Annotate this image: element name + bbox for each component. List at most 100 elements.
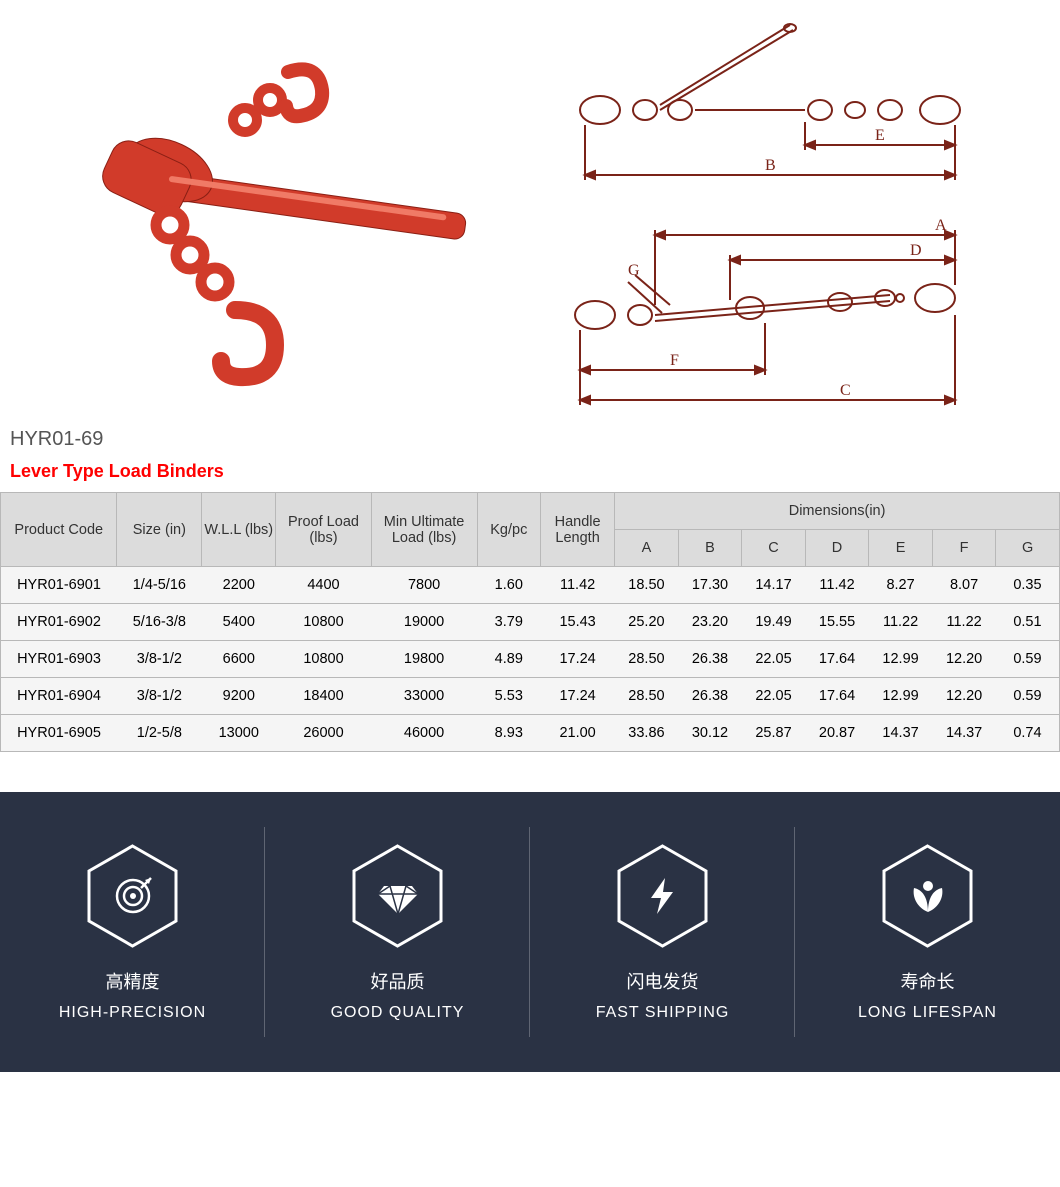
top-section: E B bbox=[0, 0, 1060, 420]
cell: 14.37 bbox=[932, 715, 996, 752]
cell: 0.74 bbox=[996, 715, 1060, 752]
product-photo bbox=[20, 10, 500, 420]
cell: 30.12 bbox=[678, 715, 742, 752]
dim-label-C: C bbox=[840, 382, 851, 399]
cell: 46000 bbox=[371, 715, 477, 752]
cell: 8.93 bbox=[477, 715, 541, 752]
feature-target: 高精度 HIGH-PRECISION bbox=[0, 792, 265, 1072]
cell: 11.42 bbox=[805, 567, 869, 604]
col-kgpc: Kg/pc bbox=[477, 493, 541, 567]
cell: 1.60 bbox=[477, 567, 541, 604]
diagram-open: E B bbox=[540, 10, 1010, 200]
cell: 21.00 bbox=[541, 715, 615, 752]
cell: 14.37 bbox=[869, 715, 933, 752]
table-row: HYR01-69043/8-1/2920018400330005.5317.24… bbox=[1, 678, 1060, 715]
cell: 17.24 bbox=[541, 641, 615, 678]
feature-title-en: GOOD QUALITY bbox=[331, 1004, 465, 1022]
cell: 0.59 bbox=[996, 678, 1060, 715]
feature-title-cn: 寿命长 bbox=[901, 968, 955, 994]
cell: 23.20 bbox=[678, 604, 742, 641]
cell: 9200 bbox=[202, 678, 276, 715]
cell: 12.99 bbox=[869, 641, 933, 678]
cell: 11.22 bbox=[869, 604, 933, 641]
cell: 25.20 bbox=[615, 604, 679, 641]
cell: 1/4-5/16 bbox=[117, 567, 202, 604]
cell: 25.87 bbox=[742, 715, 806, 752]
cell: 7800 bbox=[371, 567, 477, 604]
spec-table: Product Code Size (in) W.L.L (lbs) Proof… bbox=[0, 492, 1060, 752]
cell: 6600 bbox=[202, 641, 276, 678]
spec-table-body: HYR01-69011/4-5/162200440078001.6011.421… bbox=[1, 567, 1060, 752]
cell: 17.24 bbox=[541, 678, 615, 715]
cell: HYR01-6904 bbox=[1, 678, 117, 715]
cell: 5/16-3/8 bbox=[117, 604, 202, 641]
table-row: HYR01-69051/2-5/81300026000460008.9321.0… bbox=[1, 715, 1060, 752]
dim-label-F: F bbox=[670, 352, 679, 369]
cell: 11.22 bbox=[932, 604, 996, 641]
cell: 8.07 bbox=[932, 567, 996, 604]
cell: 19.49 bbox=[742, 604, 806, 641]
sprout-icon bbox=[880, 842, 975, 950]
feature-title-cn: 闪电发货 bbox=[627, 968, 699, 994]
cell: HYR01-6905 bbox=[1, 715, 117, 752]
feature-title-en: FAST SHIPPING bbox=[596, 1004, 730, 1022]
cell: 18400 bbox=[276, 678, 371, 715]
dim-label-B: B bbox=[765, 157, 776, 174]
cell: 26.38 bbox=[678, 641, 742, 678]
cell: 33.86 bbox=[615, 715, 679, 752]
dim-label-D: D bbox=[910, 242, 922, 259]
product-title: Lever Type Load Binders bbox=[0, 457, 1060, 492]
load-binder-illustration bbox=[20, 20, 500, 420]
table-row: HYR01-69033/8-1/2660010800198004.8917.24… bbox=[1, 641, 1060, 678]
features-strip: 高精度 HIGH-PRECISION 好品质 GOOD QUALITY 闪电发货 FAST… bbox=[0, 792, 1060, 1072]
col-dim-F: F bbox=[932, 530, 996, 567]
feature-bolt: 闪电发货 FAST SHIPPING bbox=[530, 792, 795, 1072]
cell: 1/2-5/8 bbox=[117, 715, 202, 752]
dim-label-A: A bbox=[935, 217, 947, 234]
col-dimensions: Dimensions(in) bbox=[615, 493, 1060, 530]
cell: 11.42 bbox=[541, 567, 615, 604]
cell: 18.50 bbox=[615, 567, 679, 604]
cell: 12.20 bbox=[932, 678, 996, 715]
feature-title-cn: 高精度 bbox=[106, 968, 160, 994]
cell: 4.89 bbox=[477, 641, 541, 678]
cell: 4400 bbox=[276, 567, 371, 604]
table-row: HYR01-69025/16-3/8540010800190003.7915.4… bbox=[1, 604, 1060, 641]
feature-sprout: 寿命长LONG LIFESPAN bbox=[795, 792, 1060, 1072]
cell: 15.43 bbox=[541, 604, 615, 641]
bolt-icon bbox=[615, 842, 710, 950]
cell: 26000 bbox=[276, 715, 371, 752]
cell: 19000 bbox=[371, 604, 477, 641]
col-size: Size (in) bbox=[117, 493, 202, 567]
cell: 22.05 bbox=[742, 641, 806, 678]
cell: 33000 bbox=[371, 678, 477, 715]
spec-table-head: Product Code Size (in) W.L.L (lbs) Proof… bbox=[1, 493, 1060, 567]
col-proof: Proof Load (lbs) bbox=[276, 493, 371, 567]
cell: 5.53 bbox=[477, 678, 541, 715]
col-dim-B: B bbox=[678, 530, 742, 567]
cell: 22.05 bbox=[742, 678, 806, 715]
product-code: HYR01-69 bbox=[0, 420, 1060, 457]
dim-label-G: G bbox=[628, 262, 640, 279]
cell: 0.35 bbox=[996, 567, 1060, 604]
cell: 12.20 bbox=[932, 641, 996, 678]
feature-title-en: HIGH-PRECISION bbox=[59, 1004, 206, 1022]
diagram-closed: A D G F C bbox=[540, 205, 1010, 415]
col-dim-C: C bbox=[742, 530, 806, 567]
cell: 0.59 bbox=[996, 641, 1060, 678]
cell: 10800 bbox=[276, 604, 371, 641]
target-icon bbox=[85, 842, 180, 950]
cell: 3/8-1/2 bbox=[117, 641, 202, 678]
cell: 12.99 bbox=[869, 678, 933, 715]
cell: HYR01-6901 bbox=[1, 567, 117, 604]
table-row: HYR01-69011/4-5/162200440078001.6011.421… bbox=[1, 567, 1060, 604]
feature-title-cn: 好品质 bbox=[371, 968, 425, 994]
col-dim-G: G bbox=[996, 530, 1060, 567]
cell: 10800 bbox=[276, 641, 371, 678]
cell: 15.55 bbox=[805, 604, 869, 641]
col-dim-D: D bbox=[805, 530, 869, 567]
cell: 14.17 bbox=[742, 567, 806, 604]
dimension-diagrams: E B bbox=[540, 10, 1040, 420]
cell: 3.79 bbox=[477, 604, 541, 641]
cell: HYR01-6903 bbox=[1, 641, 117, 678]
